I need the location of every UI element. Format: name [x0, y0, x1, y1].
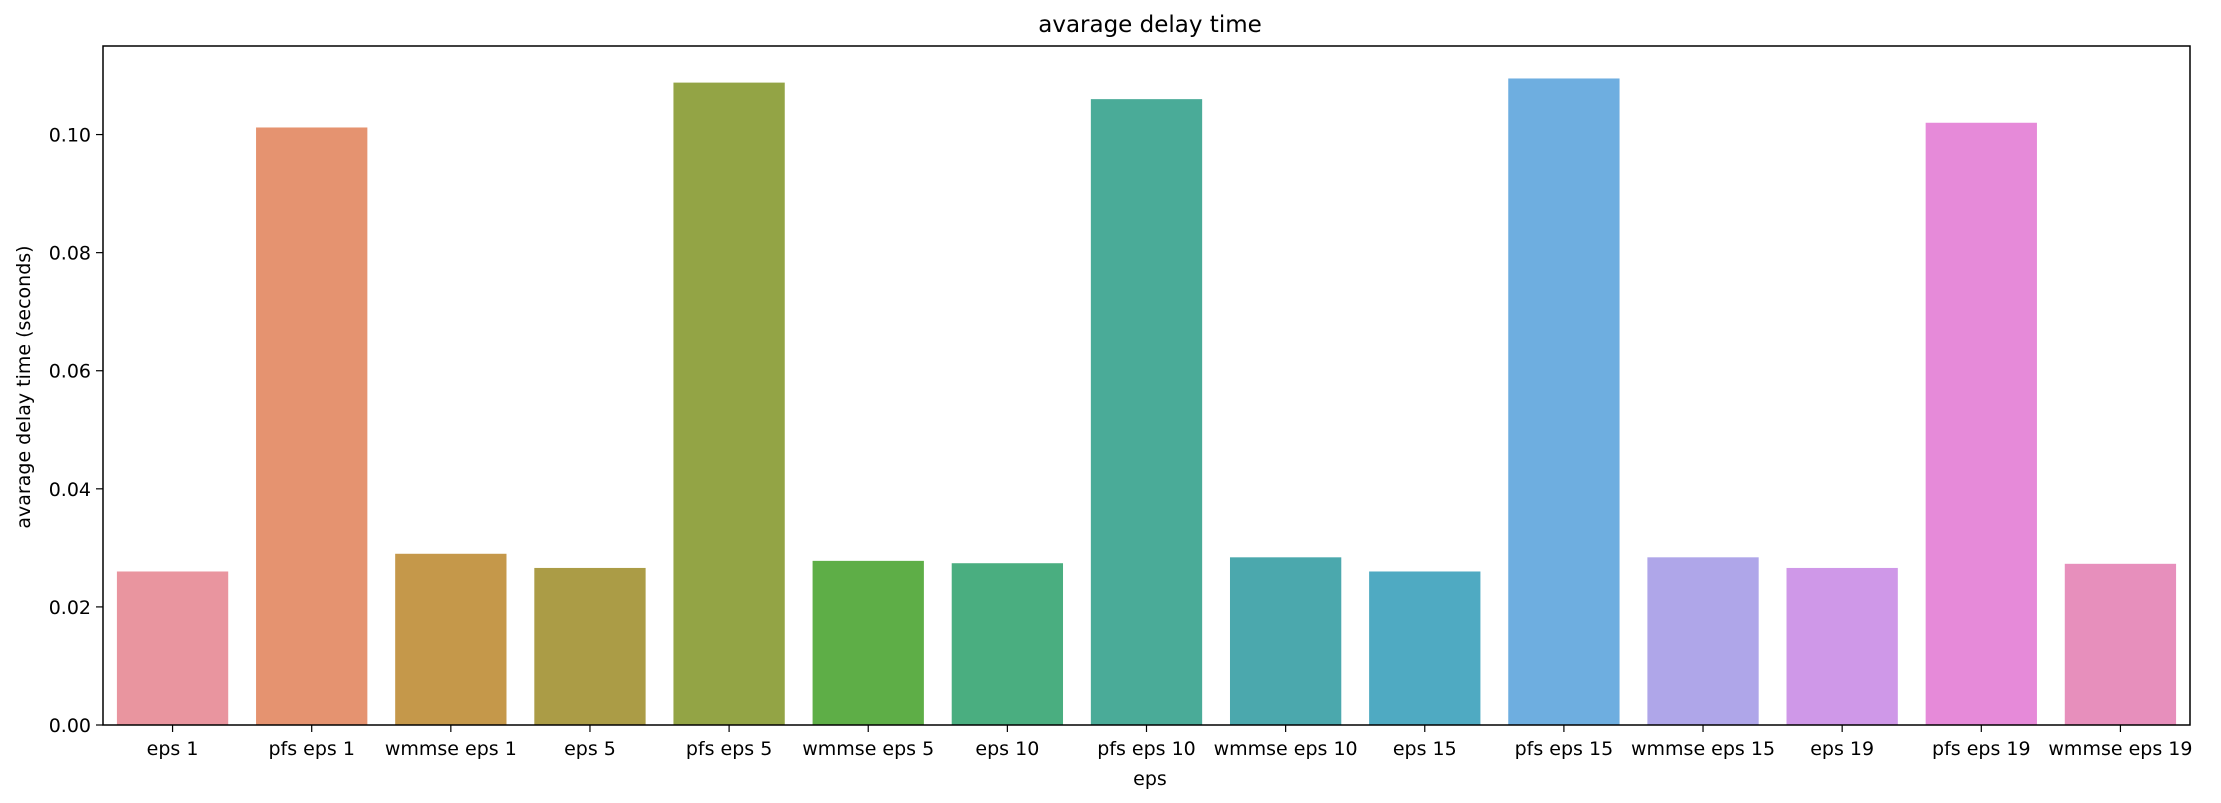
- bars-group: [116, 78, 2177, 726]
- y-tick-label: 0.02: [49, 597, 91, 619]
- bar-wmmse-eps-5: [812, 560, 924, 725]
- x-tick-label: wmmse eps 19: [2048, 738, 2192, 760]
- x-tick-label: wmmse eps 5: [802, 738, 934, 760]
- y-axis-ticks: 0.00 0.02 0.04 0.06 0.08 0.10: [49, 125, 103, 737]
- x-tick-label: wmmse eps 1: [385, 738, 517, 760]
- x-tick-label: wmmse eps 15: [1631, 738, 1775, 760]
- bar-pfs-eps-10: [1090, 99, 1203, 725]
- x-tick-label: eps 5: [564, 738, 616, 760]
- plot-frame: [102, 45, 2191, 726]
- x-axis-label: eps: [1133, 768, 1167, 790]
- y-tick-label: 0.10: [49, 125, 91, 147]
- y-tick-label: 0.00: [49, 715, 91, 737]
- bar-wmmse-eps-1: [395, 553, 507, 725]
- y-axis-label: avarage delay time (seconds): [13, 245, 35, 528]
- x-tick-label: pfs eps 19: [1932, 738, 2031, 760]
- bar-pfs-eps-5: [673, 82, 785, 726]
- bar-eps-19: [1786, 567, 1898, 725]
- x-tick-label: eps 15: [1393, 738, 1457, 760]
- x-tick-label: eps 19: [1810, 738, 1874, 760]
- x-tick-label: eps 10: [975, 738, 1039, 760]
- x-tick-label: pfs eps 5: [686, 738, 772, 760]
- bar-wmmse-eps-19: [2064, 563, 2177, 725]
- bar-pfs-eps-15: [1508, 78, 1620, 725]
- y-tick-label: 0.04: [49, 479, 91, 501]
- bar-eps-5: [534, 567, 646, 725]
- bar-pfs-eps-1: [256, 127, 368, 726]
- bar-eps-1: [116, 571, 229, 725]
- bar-eps-15: [1369, 571, 1481, 725]
- y-tick-label: 0.06: [49, 361, 91, 383]
- chart-title: avarage delay time: [1038, 12, 1262, 38]
- bar-wmmse-eps-10: [1229, 557, 1342, 725]
- bar-wmmse-eps-15: [1647, 557, 1759, 725]
- bar-eps-10: [951, 563, 1064, 725]
- bar-pfs-eps-19: [1925, 122, 2037, 725]
- x-tick-label: wmmse eps 10: [1214, 738, 1358, 760]
- x-axis-ticks: eps 1 pfs eps 1 wmmse eps 1 eps 5 pfs eps 5 w…: [147, 725, 2192, 760]
- x-tick-label: pfs eps 10: [1097, 738, 1196, 760]
- x-tick-label: eps 1: [147, 738, 199, 760]
- y-tick-label: 0.08: [49, 243, 91, 265]
- x-tick-label: pfs eps 15: [1515, 738, 1614, 760]
- x-tick-label: pfs eps 1: [268, 738, 354, 760]
